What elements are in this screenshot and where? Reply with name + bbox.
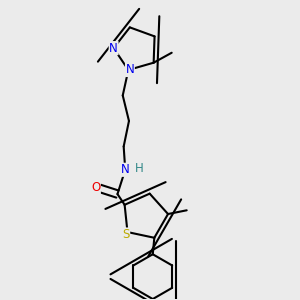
Text: S: S bbox=[122, 228, 130, 241]
Text: N: N bbox=[121, 163, 130, 176]
Text: N: N bbox=[125, 64, 134, 76]
Text: N: N bbox=[109, 42, 118, 55]
Text: O: O bbox=[91, 181, 100, 194]
Text: H: H bbox=[135, 162, 144, 175]
